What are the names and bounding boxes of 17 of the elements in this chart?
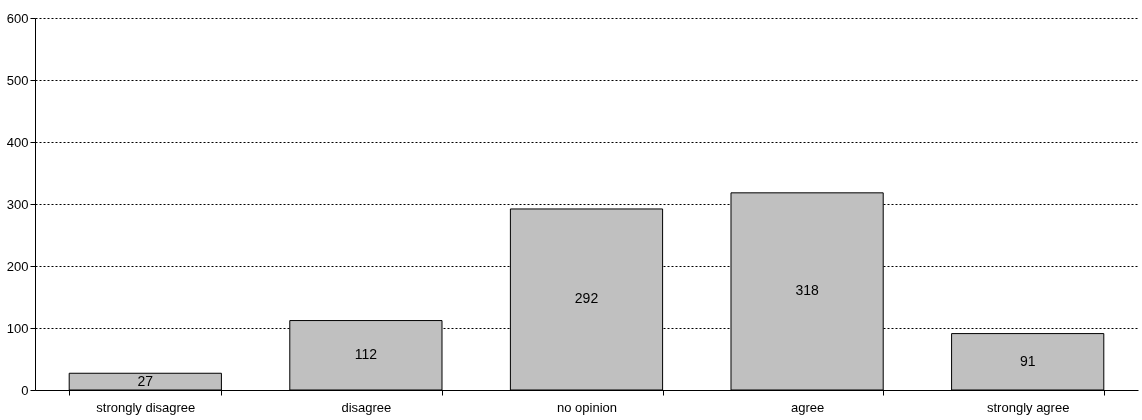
y-tick-label: 600 (6, 10, 29, 26)
data-label: 91 (1019, 352, 1036, 369)
data-label: 292 (574, 290, 599, 307)
y-tick-label: 200 (6, 258, 29, 274)
x-tick-label: agree (790, 399, 825, 415)
x-tick-label: strongly agree (987, 399, 1070, 415)
data-label: 112 (354, 346, 378, 363)
x-tick-label: no opinion (557, 399, 617, 415)
y-tick-label: 400 (6, 134, 29, 150)
y-tick-label: 0 (21, 382, 29, 398)
y-tick-label: 100 (6, 320, 29, 336)
data-label: 318 (795, 282, 819, 299)
x-tick-label: disagree (341, 399, 392, 415)
data-label: 27 (137, 372, 154, 389)
x-tick-label: strongly disagree (96, 399, 196, 415)
y-tick-label: 300 (6, 196, 29, 212)
y-tick-label: 500 (6, 72, 29, 88)
